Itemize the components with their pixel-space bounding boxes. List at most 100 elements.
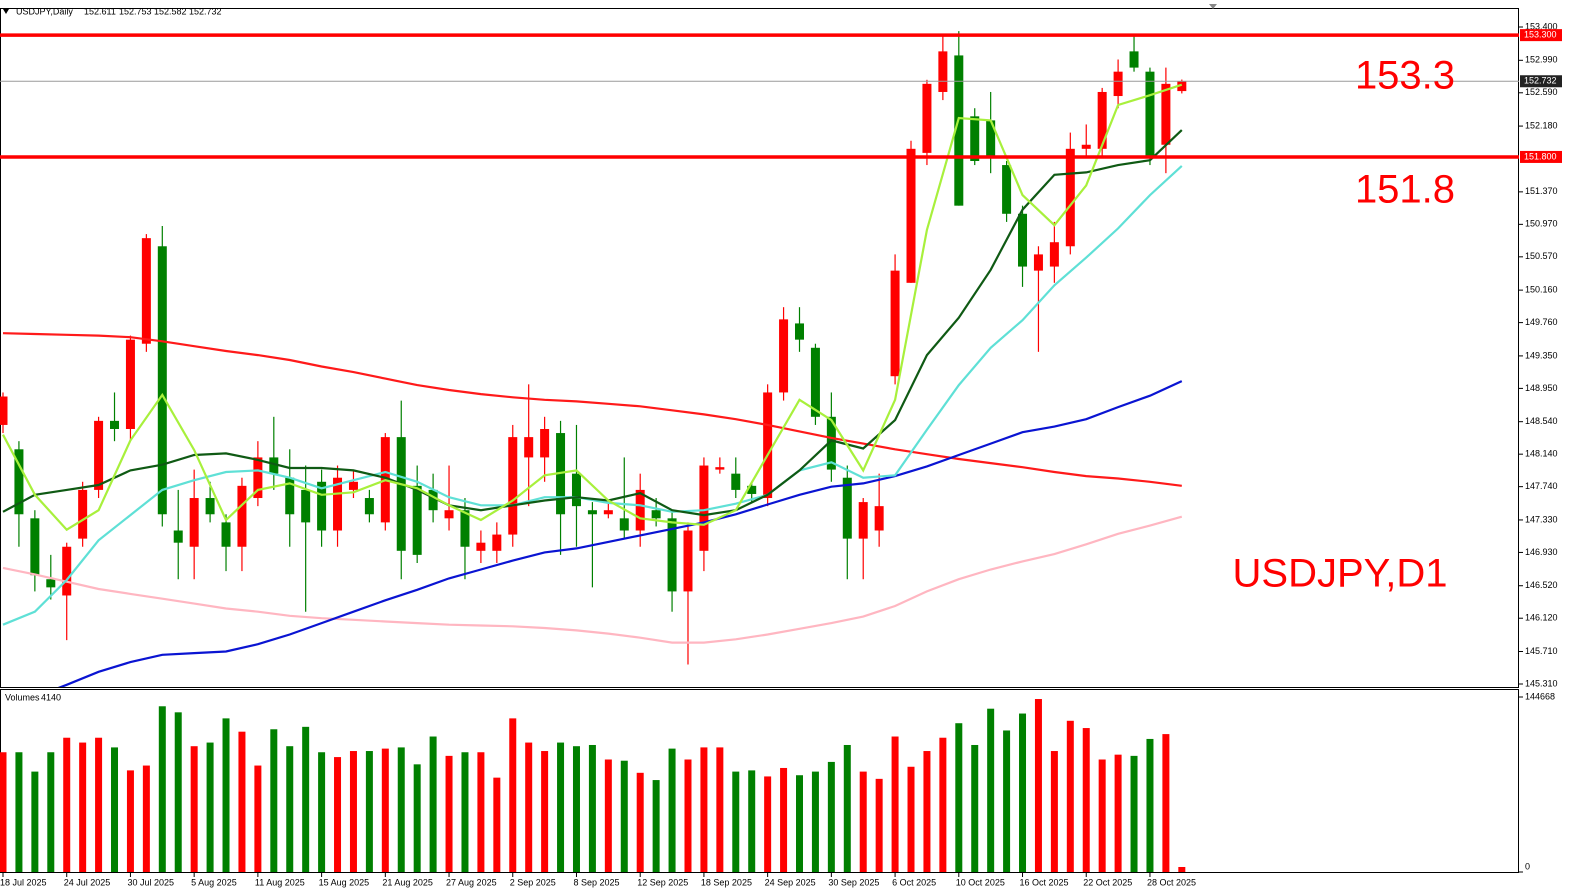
volume-bar bbox=[1178, 866, 1186, 872]
x-tick-label: 11 Aug 2025 bbox=[255, 877, 305, 887]
volume-bar bbox=[126, 770, 134, 872]
candle-body bbox=[78, 489, 88, 539]
candle-body bbox=[986, 120, 996, 157]
price-plot bbox=[0, 31, 1519, 687]
candle-body bbox=[524, 437, 534, 458]
candle-body bbox=[954, 55, 964, 206]
x-tick-label: 30 Sep 2025 bbox=[828, 877, 879, 887]
candle-body bbox=[301, 489, 311, 523]
volume-bar bbox=[413, 764, 421, 872]
volume-bar bbox=[955, 723, 963, 872]
candle-body bbox=[348, 481, 358, 490]
y-tick-label: 152.590 bbox=[1525, 87, 1558, 97]
volume-bar bbox=[1098, 759, 1106, 872]
volume-bar bbox=[142, 765, 150, 872]
y-tick-label: 150.970 bbox=[1525, 219, 1558, 229]
volume-bar bbox=[270, 729, 278, 872]
volume-bar bbox=[1003, 730, 1011, 872]
volume-bar bbox=[1066, 720, 1074, 872]
volume-bar bbox=[238, 731, 246, 872]
y-tick-label: 150.570 bbox=[1525, 251, 1558, 261]
candle-body bbox=[826, 416, 836, 470]
candle-body bbox=[14, 449, 24, 515]
x-tick-label: 30 Jul 2025 bbox=[127, 877, 174, 887]
current-price-label: 152.732 bbox=[1524, 76, 1557, 86]
volume-bar bbox=[620, 760, 628, 872]
candle-body bbox=[699, 465, 709, 551]
candle-body bbox=[619, 518, 629, 531]
price-panel-frame bbox=[0, 8, 1519, 688]
candle-body bbox=[0, 396, 8, 425]
volume-bar bbox=[95, 737, 103, 872]
volume-bar bbox=[111, 747, 119, 872]
header-high: 152.753 bbox=[119, 6, 152, 16]
candle-body bbox=[715, 467, 725, 470]
candle-body bbox=[476, 542, 486, 551]
volume-bar bbox=[365, 751, 373, 872]
candle-body bbox=[141, 238, 151, 344]
volume-bar bbox=[541, 751, 549, 872]
volume-bar bbox=[859, 771, 867, 872]
volume-bar bbox=[63, 737, 71, 872]
candle-body bbox=[333, 477, 343, 531]
candle-body bbox=[810, 347, 820, 417]
volume-bar bbox=[891, 736, 899, 872]
volume-bar bbox=[381, 748, 389, 872]
header-open: 152.611 bbox=[84, 6, 116, 16]
volume-tick-label: 144668 bbox=[1525, 691, 1555, 701]
volume-bar bbox=[47, 752, 55, 872]
volume-bar bbox=[254, 765, 262, 872]
x-tick-label: 18 Jul 2025 bbox=[0, 877, 47, 887]
candle-body bbox=[110, 420, 120, 429]
candle-body bbox=[922, 83, 932, 153]
x-tick-label: 8 Sep 2025 bbox=[573, 877, 619, 887]
volume-bar bbox=[445, 755, 453, 872]
volume-bar bbox=[302, 726, 310, 872]
candle-body bbox=[1049, 242, 1059, 267]
volume-bar bbox=[1146, 738, 1154, 872]
y-tick-label: 152.990 bbox=[1525, 55, 1558, 65]
candle-body bbox=[189, 498, 199, 547]
volume-bar bbox=[174, 712, 182, 872]
volume-bar bbox=[286, 746, 294, 872]
candle-body bbox=[587, 510, 597, 515]
volume-bar bbox=[1082, 728, 1090, 872]
volume-bar bbox=[557, 742, 565, 872]
volume-bar bbox=[843, 744, 851, 872]
x-tick-label: 21 Aug 2025 bbox=[382, 877, 433, 887]
candle-body bbox=[125, 339, 135, 429]
level-label: 151.800 bbox=[1524, 151, 1557, 161]
volume-bar bbox=[31, 771, 39, 872]
candle-body bbox=[1002, 165, 1012, 214]
volume-bar bbox=[525, 742, 533, 872]
y-tick-label: 148.540 bbox=[1525, 416, 1558, 426]
x-tick-label: 28 Oct 2025 bbox=[1147, 877, 1196, 887]
volume-bar bbox=[764, 776, 772, 872]
candle-body bbox=[364, 498, 374, 515]
header-close: 152.732 bbox=[189, 6, 222, 16]
volume-bar bbox=[477, 752, 485, 872]
y-tick-label: 147.740 bbox=[1525, 481, 1558, 491]
volume-bar bbox=[222, 718, 230, 872]
volume-bar bbox=[15, 752, 23, 872]
candle-body bbox=[269, 457, 279, 474]
moving-average bbox=[2, 332, 1182, 487]
volume-bar bbox=[987, 708, 995, 872]
volume-bar bbox=[971, 744, 979, 872]
x-tick-label: 22 Oct 2025 bbox=[1083, 877, 1132, 887]
axes: 153.400 152.990 152.590 152.180 151.370 150.9… bbox=[0, 21, 1562, 887]
volume-bar bbox=[461, 752, 469, 872]
candle-body bbox=[444, 510, 454, 519]
volume-bar bbox=[780, 767, 788, 872]
volume-bar bbox=[0, 752, 7, 872]
current-price-box bbox=[1520, 75, 1562, 88]
candle-body bbox=[906, 148, 916, 283]
y-tick-label: 146.930 bbox=[1525, 547, 1558, 557]
candle-body bbox=[460, 510, 470, 547]
volume-bar bbox=[206, 742, 214, 872]
candle-body bbox=[1177, 81, 1187, 92]
y-tick-label: 153.400 bbox=[1525, 21, 1558, 31]
candle-body bbox=[1033, 254, 1043, 271]
